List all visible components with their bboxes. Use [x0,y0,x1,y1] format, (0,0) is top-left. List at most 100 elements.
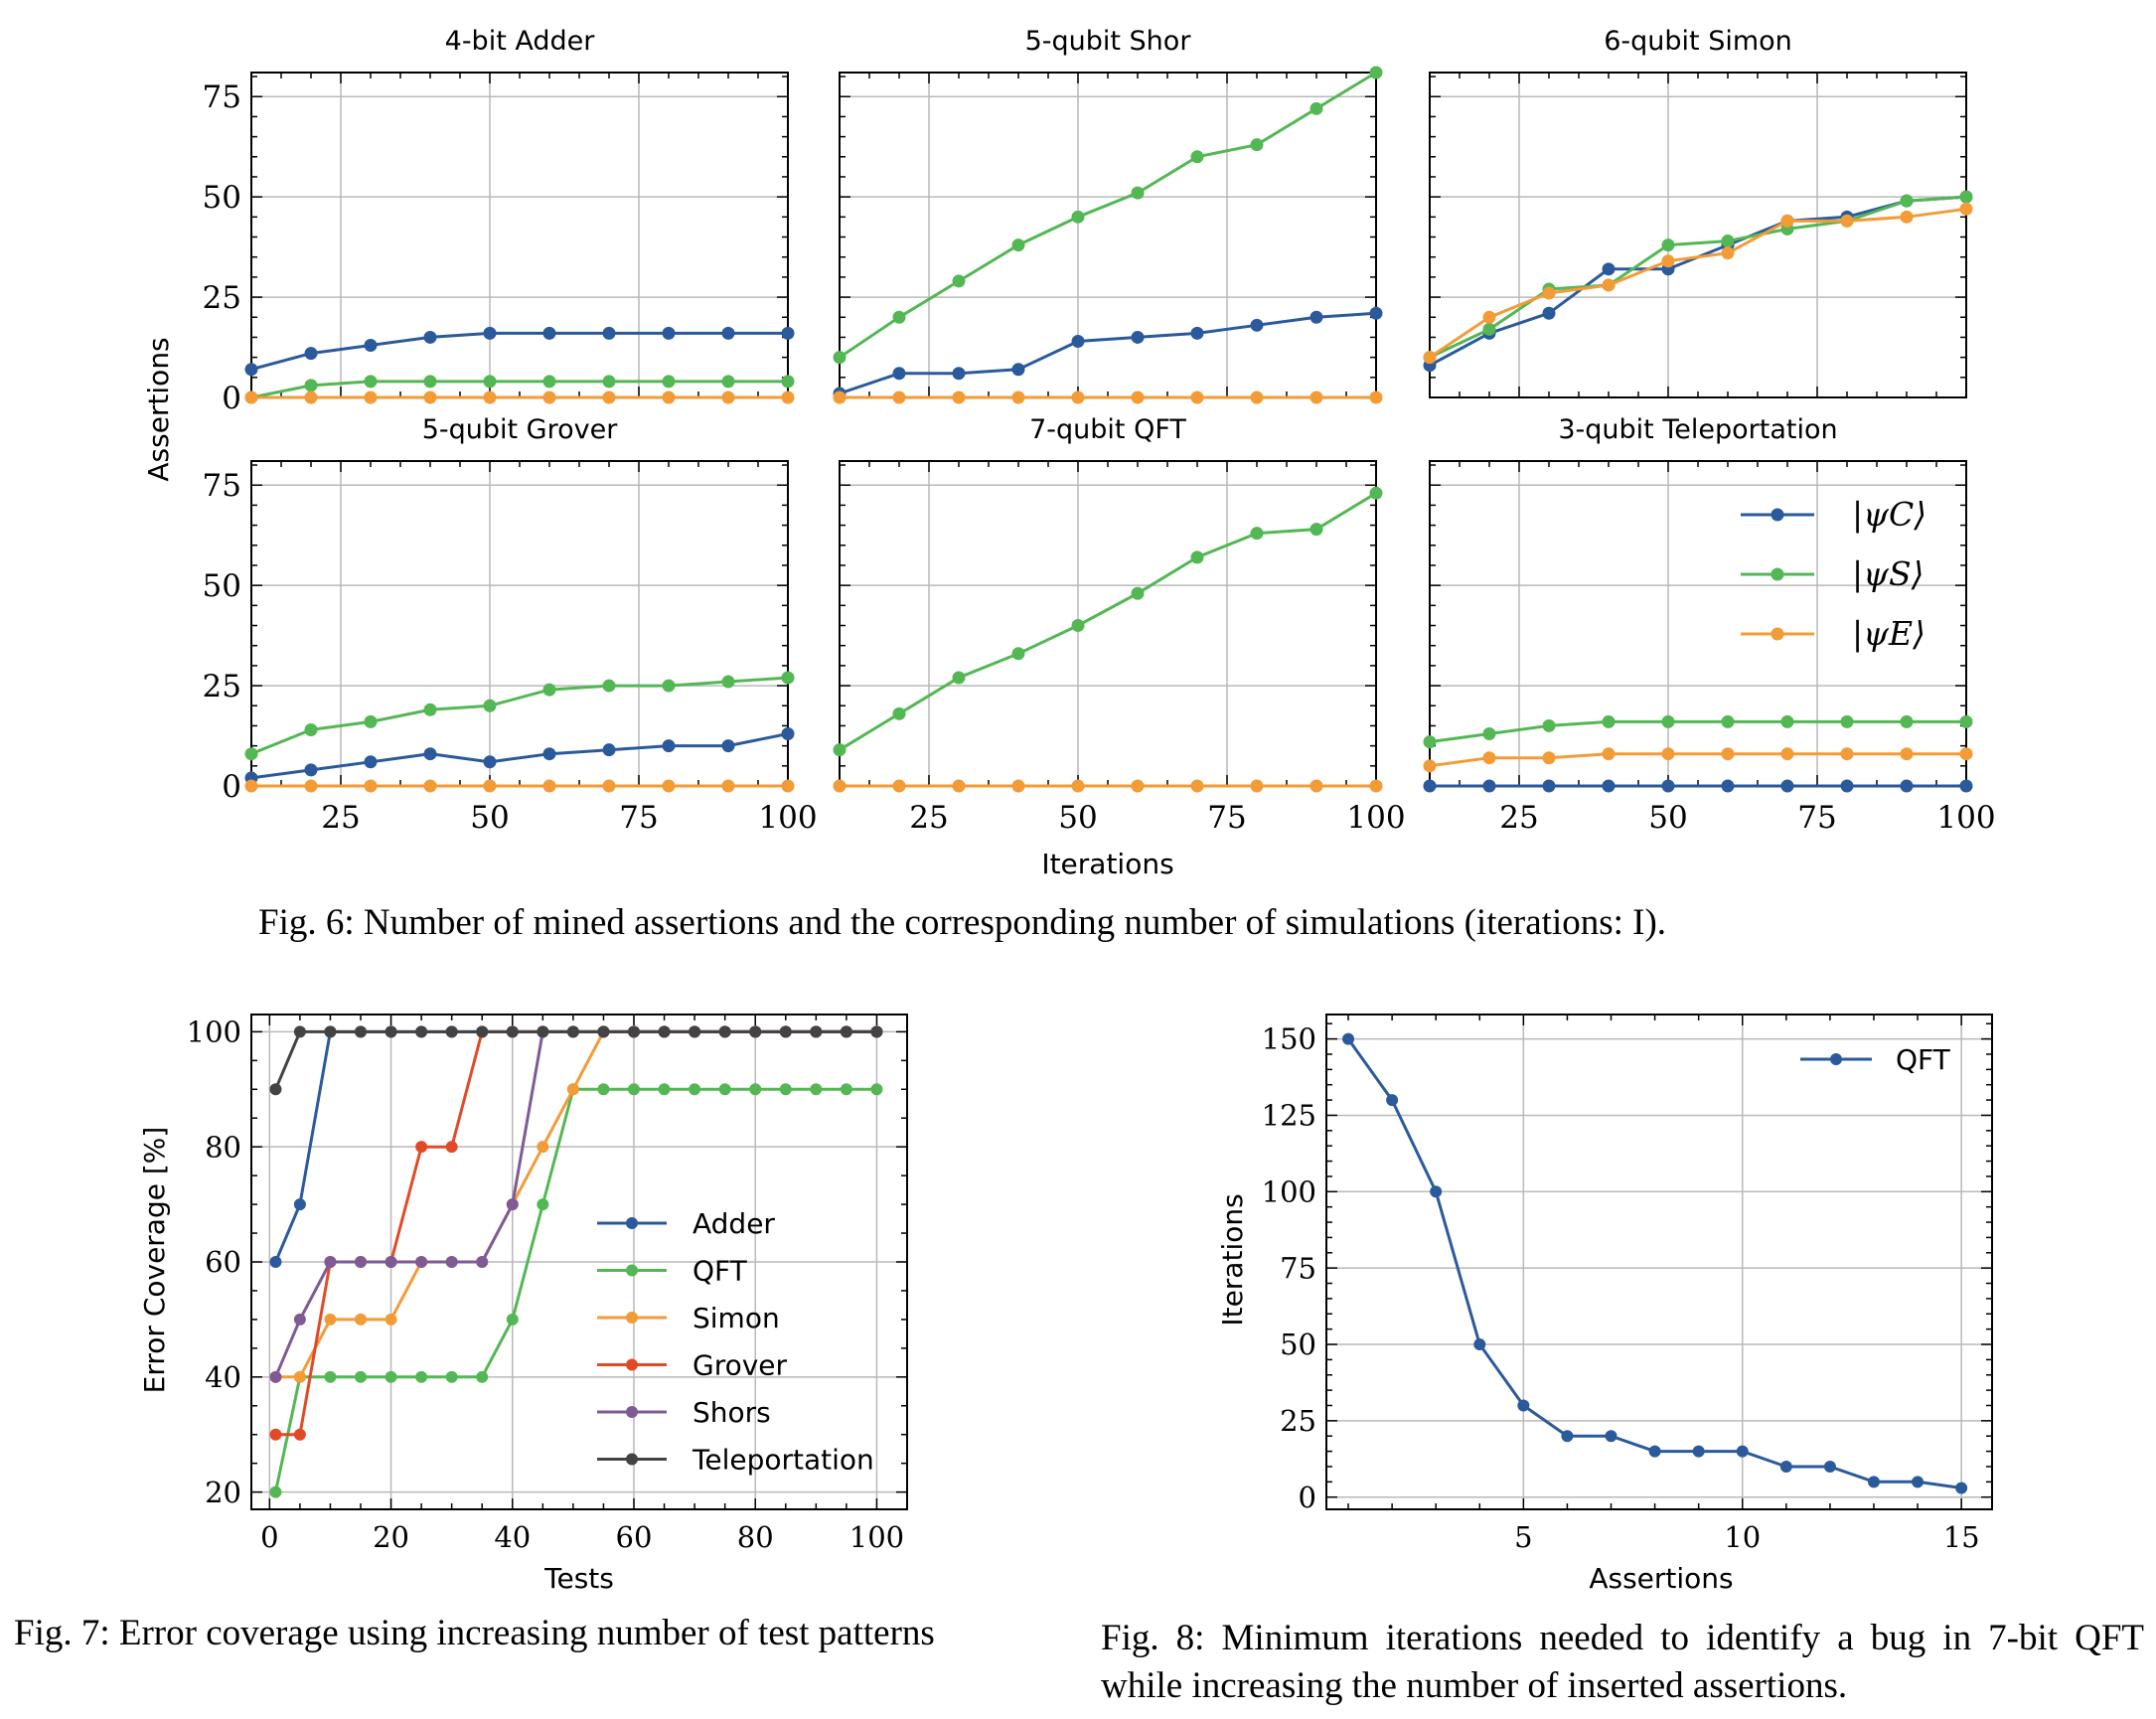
y-tick-label: 0 [222,769,241,805]
panel-4-bit-adder: 0 25 50 75 4-bit Adder [203,26,795,416]
data-point [781,671,795,685]
data-point [833,779,847,793]
data-point [658,1083,671,1096]
data-point [781,326,795,340]
data-point [483,779,497,793]
data-point [364,339,378,353]
data-point [721,391,735,404]
data-point [1482,310,1496,324]
data-point [892,706,906,720]
data-point [602,326,616,340]
data-point [385,1313,397,1326]
data-point [1423,779,1437,793]
data-point [324,1256,337,1268]
data-point [506,1198,519,1211]
fig8-legend: QFT [1800,1043,1951,1076]
data-point [566,1025,579,1038]
data-point [1900,779,1914,793]
legend-marker [626,1453,638,1466]
data-point [1648,1445,1661,1458]
data-point [781,727,795,741]
data-point [445,1141,458,1154]
legend-marker [626,1217,638,1229]
series-line-E [1429,752,1966,768]
data-point [244,779,258,793]
data-point [423,391,437,404]
legend-label: Teleportation [692,1444,874,1477]
axes-frame [250,1014,908,1510]
data-point [1959,747,1973,761]
data-point [597,1083,610,1096]
panel-title: 5-qubit Shor [1025,26,1192,57]
data-point [1131,186,1145,200]
legend-marker [626,1358,638,1371]
series-line-S [839,71,1377,359]
panel-title: 5-qubit Grover [422,414,619,445]
axes-frame [1429,72,1967,398]
data-point [385,1370,397,1383]
data-point [1473,1338,1486,1350]
data-point [385,1025,397,1038]
data-point [1369,66,1383,79]
data-point [293,1428,306,1441]
data-point [1369,391,1383,404]
x-tick-label: 100 [758,800,817,836]
data-point [721,326,735,340]
data-point [1840,779,1854,793]
data-point [324,1025,337,1038]
series-group [833,486,1383,793]
data-point [1602,779,1616,793]
data-point [1602,714,1616,728]
y-tick-label: 100 [187,1016,241,1049]
data-point [1840,747,1854,761]
y-tick-label: 40 [205,1360,241,1394]
y-tick-label: 75 [203,468,241,504]
data-point [781,375,795,389]
axes-frame [250,72,789,398]
data-point [1369,779,1383,793]
data-point [483,755,497,769]
data-point [1661,238,1675,252]
data-point [1661,254,1675,268]
data-point [1780,779,1794,793]
data-point [1011,363,1025,377]
data-point [542,391,556,404]
data-point [506,1313,519,1326]
series-group [244,326,795,404]
data-point [952,391,966,404]
data-point [1131,330,1145,344]
y-tick-label: 75 [1280,1251,1316,1285]
series-line-E [1429,207,1967,359]
data-point [1779,1460,1792,1473]
data-point [1071,619,1085,633]
y-tick-label: 0 [222,381,241,416]
data-point [892,391,906,404]
data-point [1071,391,1085,404]
data-point [1780,714,1794,728]
data-point [244,363,258,377]
data-point [415,1141,428,1154]
data-point [1721,714,1735,728]
data-point [810,1025,823,1038]
data-point [1190,391,1204,404]
data-point [542,375,556,389]
data-point [506,1025,519,1038]
data-point [537,1141,549,1154]
panel-title: 3-qubit Teleportation [1558,414,1837,445]
data-point [415,1025,428,1038]
series-line-C [1429,195,1967,368]
fig8-caption: Fig. 8: Minimum iterations needed to ide… [1101,1618,2144,1706]
legend-marker [626,1312,638,1324]
legend-label: Adder [693,1207,775,1240]
data-point [721,375,735,389]
data-point [1900,747,1914,761]
fig7-xlabel: Tests [543,1562,614,1595]
series-line-S [1429,719,1966,744]
x-tick-label: 60 [616,1520,653,1554]
fig8-xlabel: Assertions [1589,1562,1733,1595]
data-point [1482,322,1496,336]
data-point [293,1370,306,1383]
y-tick-label: 60 [205,1245,241,1279]
x-tick-label: 50 [1648,800,1687,836]
